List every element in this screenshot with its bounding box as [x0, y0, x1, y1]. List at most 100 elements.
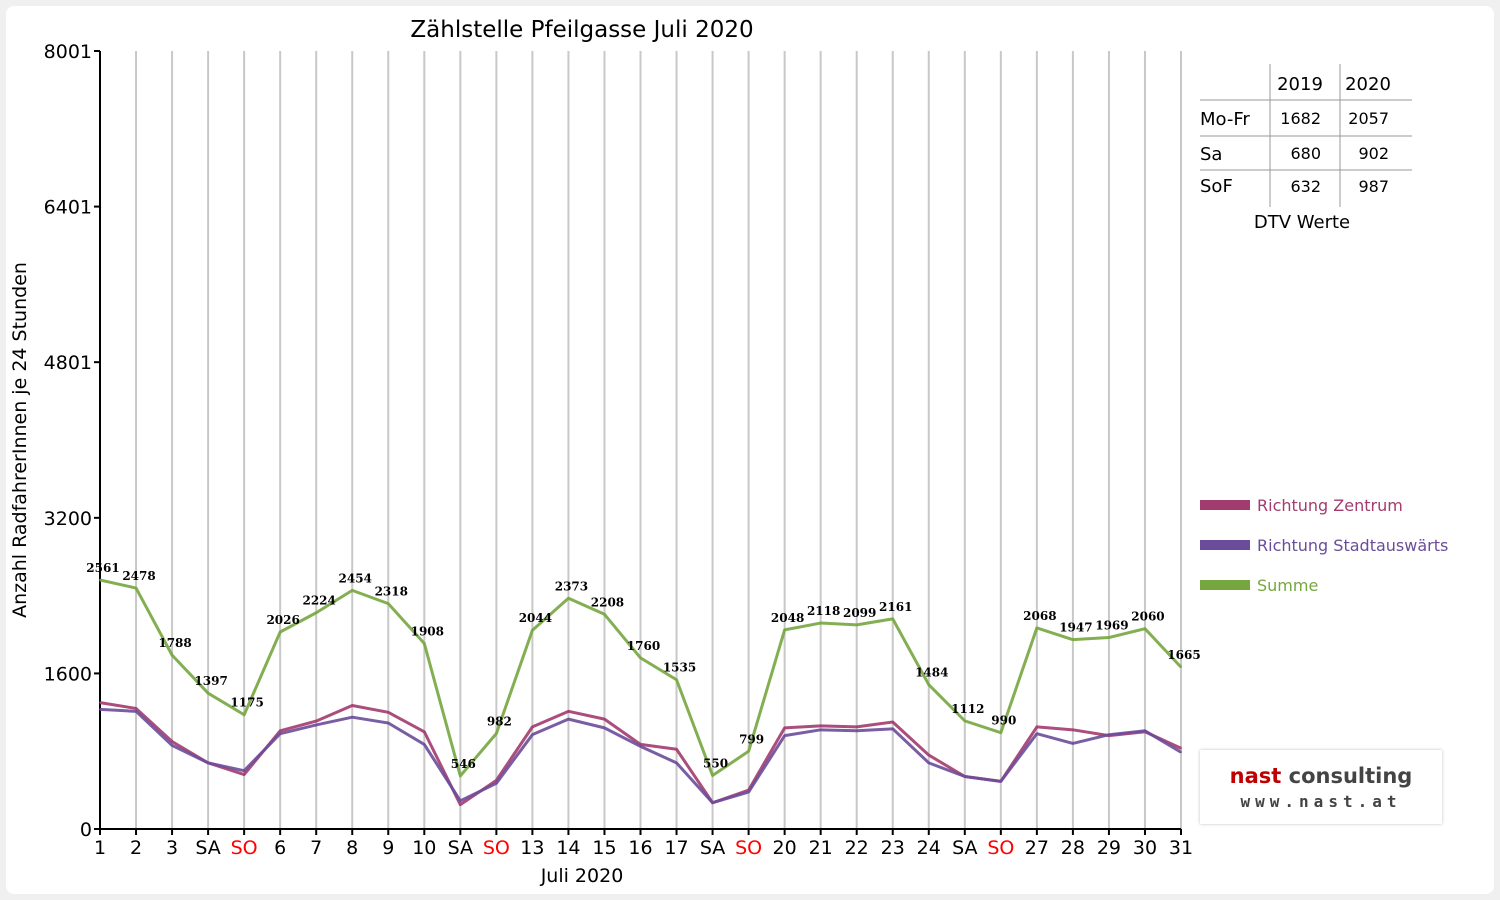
data-point [1180, 666, 1182, 668]
data-point [1108, 733, 1110, 736]
data-point [567, 597, 570, 600]
x-tick-label: 1 [94, 837, 106, 859]
data-label: 1397 [194, 674, 227, 688]
legend-label: Summe [1257, 576, 1318, 595]
grid [135, 51, 1182, 829]
data-point [243, 769, 245, 772]
dtv-caption: DTV Werte [1254, 212, 1350, 233]
dtv-cell: 2057 [1348, 109, 1389, 128]
y-tick-label: 0 [80, 819, 92, 841]
data-point [279, 729, 281, 732]
data-point [423, 730, 426, 733]
y-axis-label: Anzahl RadfahrerInnen je 24 Stunden [9, 262, 31, 618]
data-label: 799 [739, 732, 764, 746]
legend-swatch [1200, 540, 1250, 550]
data-point [171, 744, 173, 747]
data-point [387, 602, 390, 605]
logo-text-b: consulting [1281, 764, 1413, 788]
x-tick-label: 2 [130, 837, 142, 859]
data-point [675, 678, 678, 681]
data-label: 2208 [591, 595, 624, 609]
x-tick-label: 20 [773, 837, 797, 859]
data-label: 2060 [1131, 610, 1164, 624]
x-tick-label: 15 [592, 837, 616, 859]
x-tick-label: 17 [664, 837, 688, 859]
data-point [135, 710, 137, 713]
data-point [99, 701, 101, 704]
data-label: 1175 [230, 696, 263, 710]
dtv-row-label: Sa [1200, 144, 1222, 165]
data-point [1000, 780, 1002, 783]
data-label: 2161 [879, 600, 912, 614]
data-point [351, 589, 354, 592]
legend-swatch [1200, 500, 1250, 510]
data-point [855, 624, 858, 626]
dtv-header-2020: 2020 [1345, 74, 1391, 95]
data-point [207, 692, 209, 694]
data-label: 2478 [122, 569, 155, 583]
data-point [567, 718, 570, 720]
data-point [171, 740, 173, 743]
dtv-cell: 680 [1290, 144, 1321, 163]
data-label: 2373 [555, 579, 588, 593]
data-label: 2099 [843, 606, 876, 620]
data-label: 2118 [807, 604, 840, 618]
data-point [639, 657, 642, 659]
data-point [531, 629, 534, 632]
data-point [855, 729, 858, 732]
dtv-cell: 1682 [1280, 109, 1321, 128]
data-point [711, 801, 714, 804]
x-tick-label: 14 [556, 837, 580, 859]
dtv-row-label: Mo-Fr [1200, 109, 1250, 130]
data-point [1144, 627, 1146, 630]
data-label: 1969 [1095, 619, 1128, 633]
x-tick-label: 30 [1133, 837, 1157, 859]
x-tick-label: 6 [274, 837, 286, 859]
data-point [351, 704, 354, 707]
data-point [603, 718, 606, 720]
data-point [171, 654, 173, 656]
data-label: 2318 [375, 585, 408, 599]
data-point [135, 707, 137, 710]
data-point [639, 745, 642, 748]
data-point [243, 713, 245, 716]
dtv-header-2019: 2019 [1277, 74, 1323, 95]
data-point [387, 711, 390, 714]
data-point [1036, 627, 1038, 629]
data-point [819, 729, 822, 731]
dtv-cell: 987 [1358, 177, 1389, 196]
company-logo: nast consulting www.nast.at [1200, 750, 1442, 824]
data-label: 2048 [771, 611, 804, 625]
data-point [603, 613, 606, 616]
data-label: 2454 [339, 571, 372, 585]
series-lines [99, 578, 1183, 807]
data-label: 982 [487, 715, 512, 729]
data-point [351, 716, 354, 718]
data-point [603, 727, 606, 729]
data-point [99, 579, 101, 581]
y-tick-label: 3200 [44, 508, 92, 530]
data-point [675, 748, 678, 751]
data-point [1108, 636, 1110, 639]
data-point [315, 611, 318, 614]
x-tick-label: 31 [1169, 837, 1193, 859]
data-point [1072, 729, 1074, 731]
x-tick-label: 10 [412, 837, 436, 859]
x-tick-label: 21 [809, 837, 833, 859]
data-point [459, 803, 462, 806]
x-tick-label: 3 [166, 837, 178, 859]
logo-url: www.nast.at [1240, 792, 1402, 811]
x-tick-label: 27 [1025, 837, 1049, 859]
data-point [711, 774, 714, 777]
data-point [495, 732, 498, 735]
x-tick-label: SA [448, 837, 473, 859]
legend-label: Richtung Stadtauswärts [1257, 536, 1448, 555]
y-tick-label: 4801 [44, 352, 92, 374]
dtv-row-label: SoF [1200, 176, 1233, 197]
data-point [1144, 729, 1146, 732]
data-point [1180, 747, 1182, 750]
data-point [387, 722, 390, 724]
